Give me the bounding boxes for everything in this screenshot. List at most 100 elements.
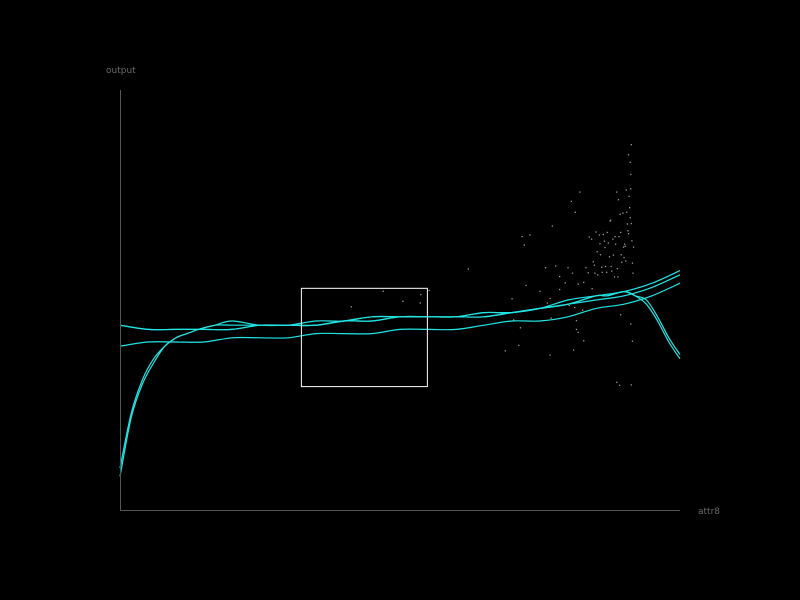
scatter-point xyxy=(579,191,581,193)
scatter-point xyxy=(518,344,520,347)
y-axis-label: output xyxy=(106,66,136,76)
scatter-point xyxy=(467,268,470,270)
scatter-point xyxy=(611,270,613,272)
series-line xyxy=(119,270,681,331)
scatter-point xyxy=(630,173,632,176)
scatter-point xyxy=(574,306,576,309)
series-line xyxy=(119,274,681,331)
scatter-point xyxy=(402,300,404,302)
scatter-point xyxy=(568,304,570,307)
scatter-point xyxy=(622,246,625,248)
scatter-point xyxy=(588,236,590,238)
scatter-point xyxy=(549,297,551,300)
scatter-point xyxy=(619,213,621,216)
scatter-point xyxy=(555,265,557,267)
scatter-point xyxy=(630,188,632,190)
scatter-points xyxy=(350,144,635,386)
scatter-point xyxy=(610,265,612,268)
scatter-point xyxy=(577,283,579,285)
scatter-point xyxy=(630,323,632,325)
scatter-point xyxy=(620,314,622,316)
scatter-point xyxy=(574,211,576,213)
scatter-point xyxy=(624,245,626,247)
scatter-point xyxy=(419,302,421,304)
scatter-point xyxy=(599,254,602,256)
series-line xyxy=(119,291,681,477)
scatter-point xyxy=(428,289,430,292)
scatter-point xyxy=(626,223,629,225)
scatter-point xyxy=(617,276,619,278)
scatter-point xyxy=(559,288,561,291)
scatter-point xyxy=(622,212,624,214)
scatter-point xyxy=(573,349,575,351)
scatter-point xyxy=(625,189,627,191)
scatter-point xyxy=(612,254,615,256)
scatter-point xyxy=(594,272,596,274)
scatter-point xyxy=(618,384,621,386)
scatter-point xyxy=(608,256,611,258)
scatter-point xyxy=(595,231,597,233)
scatter-point xyxy=(620,254,622,256)
scatter-point xyxy=(601,266,603,268)
scatter-point xyxy=(604,246,606,249)
scatter-point xyxy=(629,207,631,209)
scatter-point xyxy=(504,350,506,352)
scatter-point xyxy=(606,231,608,234)
scatter-point xyxy=(575,328,578,331)
scatter-point xyxy=(525,284,527,286)
scatter-point xyxy=(350,306,352,308)
scatter-point xyxy=(628,195,630,197)
series-line xyxy=(119,282,681,347)
scatter-point xyxy=(630,222,632,225)
scatter-point xyxy=(609,219,612,221)
scatter-point xyxy=(617,199,620,201)
scatter-point xyxy=(627,154,630,156)
scatter-point xyxy=(603,240,606,242)
scatter-point xyxy=(606,271,608,273)
scatter-point xyxy=(571,272,574,274)
scatter-point xyxy=(567,267,569,269)
scatter-point xyxy=(615,243,617,245)
scatter-point xyxy=(564,282,566,284)
scatter-point xyxy=(559,275,561,278)
scatter-point xyxy=(629,217,631,219)
scatter-point xyxy=(420,293,422,296)
selection-box[interactable] xyxy=(300,287,428,388)
scatter-point xyxy=(593,264,596,266)
scatter-point xyxy=(602,233,604,236)
series-line xyxy=(119,291,681,469)
scatter-point xyxy=(627,230,629,232)
scatter-point xyxy=(613,276,616,278)
scatter-point xyxy=(598,234,601,236)
scatter-point xyxy=(632,272,634,274)
scatter-point xyxy=(570,200,573,202)
scatter-point xyxy=(545,267,547,269)
scatter-point xyxy=(599,243,601,245)
scatter-point xyxy=(523,244,526,246)
scatter-point xyxy=(620,231,622,234)
scatter-point xyxy=(550,317,552,319)
scatter-point xyxy=(618,235,620,238)
scatter-point xyxy=(630,384,632,386)
scatter-point xyxy=(529,234,531,236)
scatter-point xyxy=(616,191,618,193)
scatter-point xyxy=(585,267,587,269)
scatter-point xyxy=(631,262,634,264)
scatter-point xyxy=(627,233,630,235)
scatter-point xyxy=(614,235,616,238)
scatter-point xyxy=(539,290,541,292)
scatter-point xyxy=(623,256,625,259)
scatter-point xyxy=(629,161,631,163)
scatter-point xyxy=(549,354,551,356)
scatter-point xyxy=(575,319,578,322)
scatter-point xyxy=(511,298,513,300)
scatter-point xyxy=(612,238,614,240)
scatter-point xyxy=(601,271,603,273)
scatter-point xyxy=(596,251,598,253)
scatter-point xyxy=(632,246,635,248)
scatter-point xyxy=(519,327,522,329)
scatter-point xyxy=(631,240,633,242)
scatter-point xyxy=(630,144,632,146)
scatter-point xyxy=(591,288,593,290)
